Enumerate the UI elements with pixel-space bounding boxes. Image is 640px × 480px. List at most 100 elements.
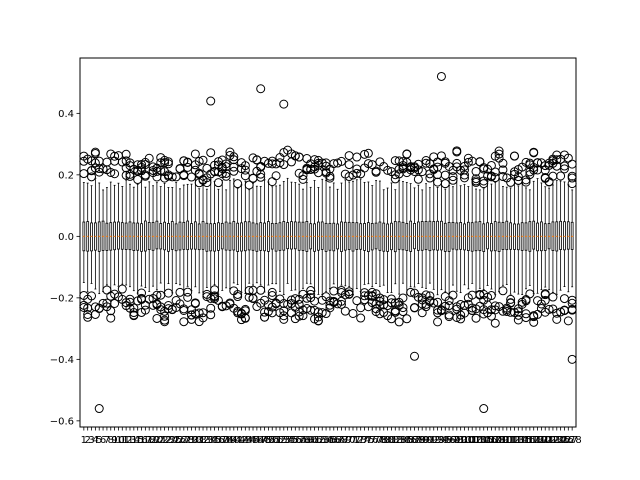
outlier-point bbox=[271, 171, 281, 181]
outlier-point bbox=[106, 167, 116, 177]
x-tick-label: 89 bbox=[416, 435, 429, 446]
box-item bbox=[282, 181, 286, 296]
outlier-point bbox=[402, 314, 412, 324]
x-tick-label: 68 bbox=[335, 435, 348, 446]
box-item bbox=[432, 180, 436, 290]
outlier-point bbox=[471, 313, 481, 323]
outlier-point bbox=[83, 312, 93, 322]
box-item bbox=[190, 183, 193, 292]
x-tick-label: 53 bbox=[277, 435, 290, 446]
x-tick-label: 29 bbox=[185, 435, 198, 446]
box-item bbox=[509, 187, 512, 295]
box-item bbox=[482, 188, 486, 290]
box-item bbox=[82, 182, 86, 283]
outlier-point bbox=[529, 165, 539, 175]
x-tick-label: 101 bbox=[459, 435, 478, 446]
outlier-point bbox=[233, 179, 243, 189]
x-tick-label: 92 bbox=[427, 435, 440, 446]
box-item bbox=[555, 180, 559, 295]
box-item bbox=[405, 181, 409, 295]
x-tick-label: 31 bbox=[193, 435, 206, 446]
box-item bbox=[355, 179, 359, 290]
box-item bbox=[193, 177, 197, 288]
box-body bbox=[90, 222, 93, 252]
outlier-point bbox=[152, 290, 162, 300]
box-item bbox=[201, 185, 205, 293]
outlier-point bbox=[498, 165, 508, 175]
box-item bbox=[332, 182, 336, 285]
x-tick-label: 113 bbox=[505, 435, 524, 446]
box-item bbox=[551, 184, 555, 293]
box-item bbox=[151, 185, 155, 287]
box-item bbox=[263, 179, 266, 293]
outlier-point bbox=[509, 151, 519, 161]
box-body bbox=[201, 221, 205, 250]
box-body bbox=[447, 222, 451, 252]
box-item bbox=[97, 182, 101, 295]
outlier-point bbox=[448, 175, 458, 185]
x-tick-label: 76 bbox=[366, 435, 379, 446]
x-tick-label: 28 bbox=[181, 435, 194, 446]
box-item bbox=[382, 189, 386, 286]
box-body bbox=[193, 221, 197, 250]
box-item bbox=[413, 187, 416, 288]
outlier-point bbox=[563, 316, 573, 326]
x-tick-label: 16 bbox=[135, 435, 148, 446]
x-tick-label: 64 bbox=[320, 435, 333, 446]
box-body bbox=[174, 223, 178, 252]
outlier-point bbox=[548, 292, 558, 302]
outlier-point bbox=[486, 291, 496, 301]
x-tick-label: 114 bbox=[509, 435, 528, 446]
box-item bbox=[251, 182, 255, 286]
outlier-point bbox=[229, 155, 239, 165]
outlier-point bbox=[313, 316, 323, 326]
x-tick-label: 97 bbox=[447, 435, 460, 446]
x-tick-label: 56 bbox=[289, 435, 302, 446]
box-item bbox=[174, 182, 178, 285]
x-tick-label: 78 bbox=[374, 435, 387, 446]
x-tick-label: 77 bbox=[370, 435, 383, 446]
outlier-point bbox=[183, 162, 193, 172]
outlier-point bbox=[202, 178, 212, 188]
x-tick-label: 42 bbox=[235, 435, 248, 446]
outlier-point bbox=[90, 148, 100, 158]
box-item bbox=[566, 184, 570, 293]
box-item bbox=[147, 181, 151, 292]
x-tick-label: 102 bbox=[463, 435, 482, 446]
box-item bbox=[336, 188, 339, 292]
x-tick-label: 34 bbox=[204, 435, 217, 446]
outlier-point bbox=[244, 180, 254, 190]
x-tick-label: 38 bbox=[220, 435, 233, 446]
x-tick-label: 48 bbox=[258, 435, 271, 446]
box-item bbox=[486, 181, 489, 286]
outlier-point bbox=[410, 303, 420, 313]
box-item bbox=[363, 181, 366, 285]
outlier-point bbox=[356, 313, 366, 323]
outlier-point bbox=[344, 287, 354, 297]
outlier-point bbox=[494, 146, 504, 156]
box-item bbox=[228, 179, 232, 290]
x-tick-label: 82 bbox=[389, 435, 402, 446]
x-tick-label: 44 bbox=[243, 435, 256, 446]
x-tick-label: 1 bbox=[81, 435, 87, 446]
outlier-point bbox=[336, 296, 346, 306]
x-tick-label: 80 bbox=[381, 435, 394, 446]
box-item bbox=[478, 189, 482, 289]
box-item bbox=[232, 178, 236, 284]
outlier-point bbox=[221, 171, 231, 181]
box-item bbox=[474, 188, 478, 292]
box-body bbox=[367, 222, 370, 252]
box-item bbox=[374, 180, 378, 284]
box-item bbox=[443, 188, 447, 293]
box-item bbox=[351, 180, 355, 296]
outlier-point bbox=[529, 311, 539, 321]
outlier-point bbox=[279, 311, 289, 321]
box-body bbox=[286, 222, 289, 250]
x-tick-label: 126 bbox=[555, 435, 574, 446]
box-item bbox=[163, 182, 166, 295]
x-tick-label: 4 bbox=[92, 435, 98, 446]
box-item bbox=[197, 188, 201, 294]
outlier-point bbox=[167, 172, 177, 182]
outlier-point bbox=[552, 314, 562, 324]
x-tick-label: 15 bbox=[131, 435, 144, 446]
